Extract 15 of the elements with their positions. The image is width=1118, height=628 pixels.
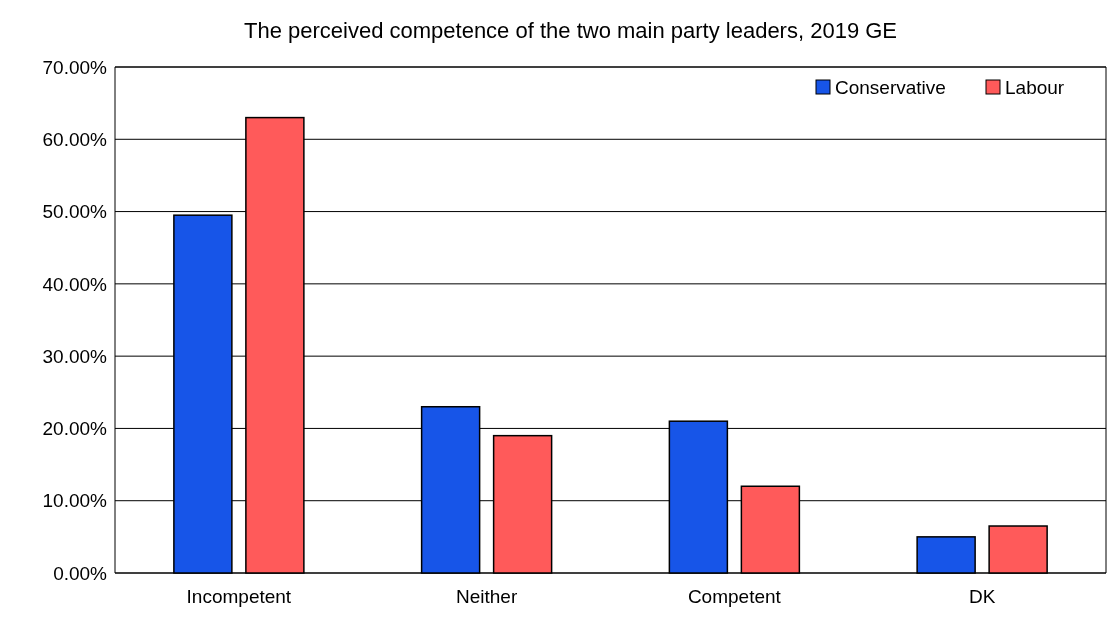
y-tick-label: 60.00% (42, 128, 108, 150)
y-tick-label: 70.00% (42, 56, 108, 78)
y-tick-label: 40.00% (42, 273, 108, 295)
y-tick-label: 30.00% (42, 345, 108, 367)
legend-label: Conservative (835, 76, 946, 98)
y-tick-label: 0.00% (53, 562, 108, 584)
y-tick-label: 50.00% (42, 201, 108, 223)
legend-label: Labour (1005, 76, 1065, 98)
chart-title: The perceived competence of the two main party leaders, 2019 GE (243, 18, 898, 43)
y-tick-label: 20.00% (42, 418, 108, 440)
x-tick-label: Incompetent (186, 586, 292, 607)
y-tick-label: 10.00% (42, 490, 108, 512)
x-tick-label: Neither (456, 586, 518, 607)
x-tick-label: Competent (687, 586, 782, 607)
x-tick-label: DK (968, 586, 996, 607)
